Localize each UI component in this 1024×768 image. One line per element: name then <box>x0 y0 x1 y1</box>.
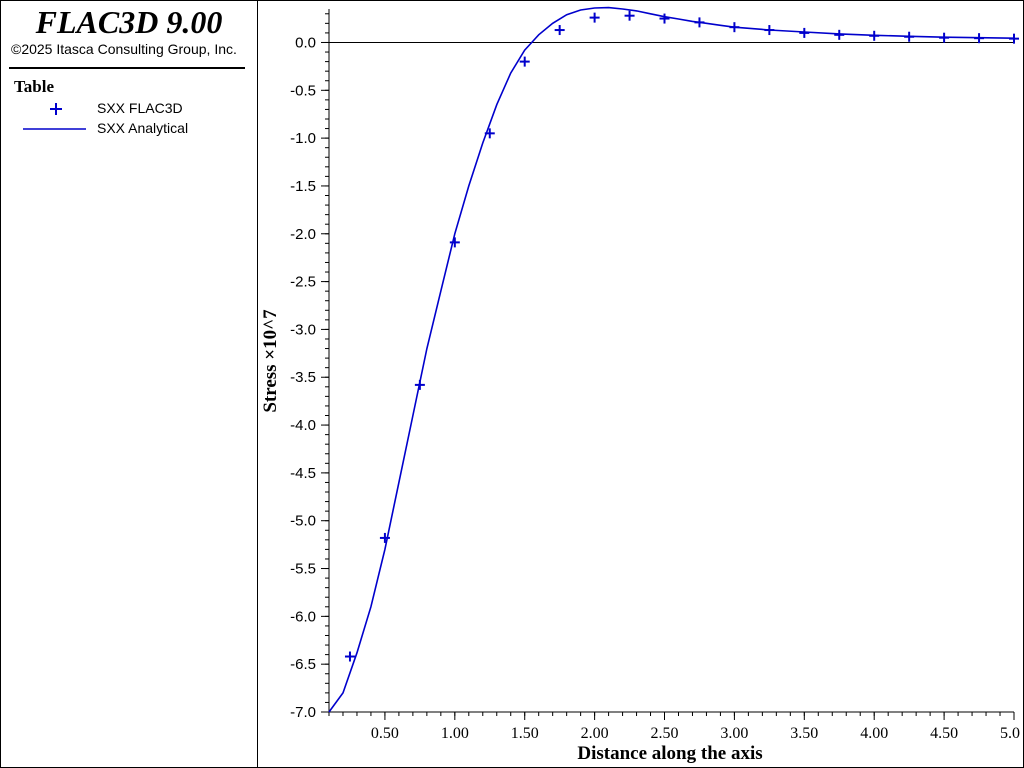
data-point-sxx-flac3d <box>344 651 355 662</box>
legend-entry-sxx-flac3d: SXX FLAC3D <box>23 99 253 119</box>
data-point-sxx-flac3d <box>519 56 530 67</box>
stress-chart: 0.0 -0.5 -1.0 -1.5 -2.0 -2.5 -3.0 -3.5 -4.0 -4.5 -… <box>260 6 1020 764</box>
legend-label: SXX Analytical <box>97 120 189 136</box>
y-tick-label: -0.5 <box>290 82 316 99</box>
line-marker-icon <box>23 128 86 130</box>
data-point-sxx-flac3d <box>624 10 635 21</box>
x-tick-label: 5.0 <box>1000 725 1020 742</box>
legend-heading: Table <box>14 77 55 96</box>
axes: 0.0 -0.5 -1.0 -1.5 -2.0 -2.5 -3.0 -3.5 -4.0 -4.5 -… <box>290 9 1020 742</box>
x-tick-label: 3.00 <box>720 725 748 742</box>
legend-panel: FLAC3D 9.00 ©2025 Itasca Consulting Grou… <box>1 1 258 767</box>
x-tick-label: 4.50 <box>930 725 958 742</box>
y-tick-label: -3.0 <box>290 321 316 338</box>
series-line-sxx-analytical <box>328 6 1015 713</box>
y-tick-label: -1.5 <box>290 178 316 195</box>
data-point-sxx-flac3d <box>554 25 565 36</box>
y-tick-label: -6.5 <box>290 656 316 673</box>
data-point-sxx-flac3d <box>379 532 390 543</box>
copyright-text: ©2025 Itasca Consulting Group, Inc. <box>11 41 237 57</box>
plus-marker-icon <box>50 103 62 115</box>
legend-label: SXX FLAC3D <box>97 100 183 116</box>
x-tick-label: 0.50 <box>371 725 399 742</box>
title-divider <box>9 67 245 69</box>
series-layer <box>328 6 1019 713</box>
x-tick-label: 4.00 <box>860 725 888 742</box>
y-tick-label: -5.5 <box>290 561 316 578</box>
y-axis-title: Stress ×10^7 <box>260 309 281 413</box>
x-tick-label: 2.00 <box>581 725 609 742</box>
y-tick-label: -3.5 <box>290 369 316 386</box>
y-tick-label: -1.0 <box>290 130 316 147</box>
legend-entry-sxx-analytical: SXX Analytical <box>23 119 253 139</box>
y-tick-label: -2.5 <box>290 274 316 291</box>
data-point-sxx-flac3d <box>449 237 460 248</box>
y-tick-label: -5.0 <box>290 513 316 530</box>
y-tick-label: -4.0 <box>290 417 316 434</box>
x-axis-title: Distance along the axis <box>577 743 762 764</box>
x-tick-label: 1.00 <box>441 725 469 742</box>
y-tick-label: 0.0 <box>295 34 316 51</box>
data-point-sxx-flac3d <box>589 12 600 23</box>
x-tick-label: 3.50 <box>790 725 818 742</box>
app-title: FLAC3D 9.00 <box>35 4 223 40</box>
y-tick-label: -6.0 <box>290 608 316 625</box>
y-tick-label: -7.0 <box>290 704 316 721</box>
y-tick-label: -2.0 <box>290 226 316 243</box>
x-tick-label: 1.50 <box>511 725 539 742</box>
y-tick-label: -4.5 <box>290 465 316 482</box>
data-point-sxx-flac3d <box>659 13 670 24</box>
x-tick-label: 2.50 <box>651 725 679 742</box>
